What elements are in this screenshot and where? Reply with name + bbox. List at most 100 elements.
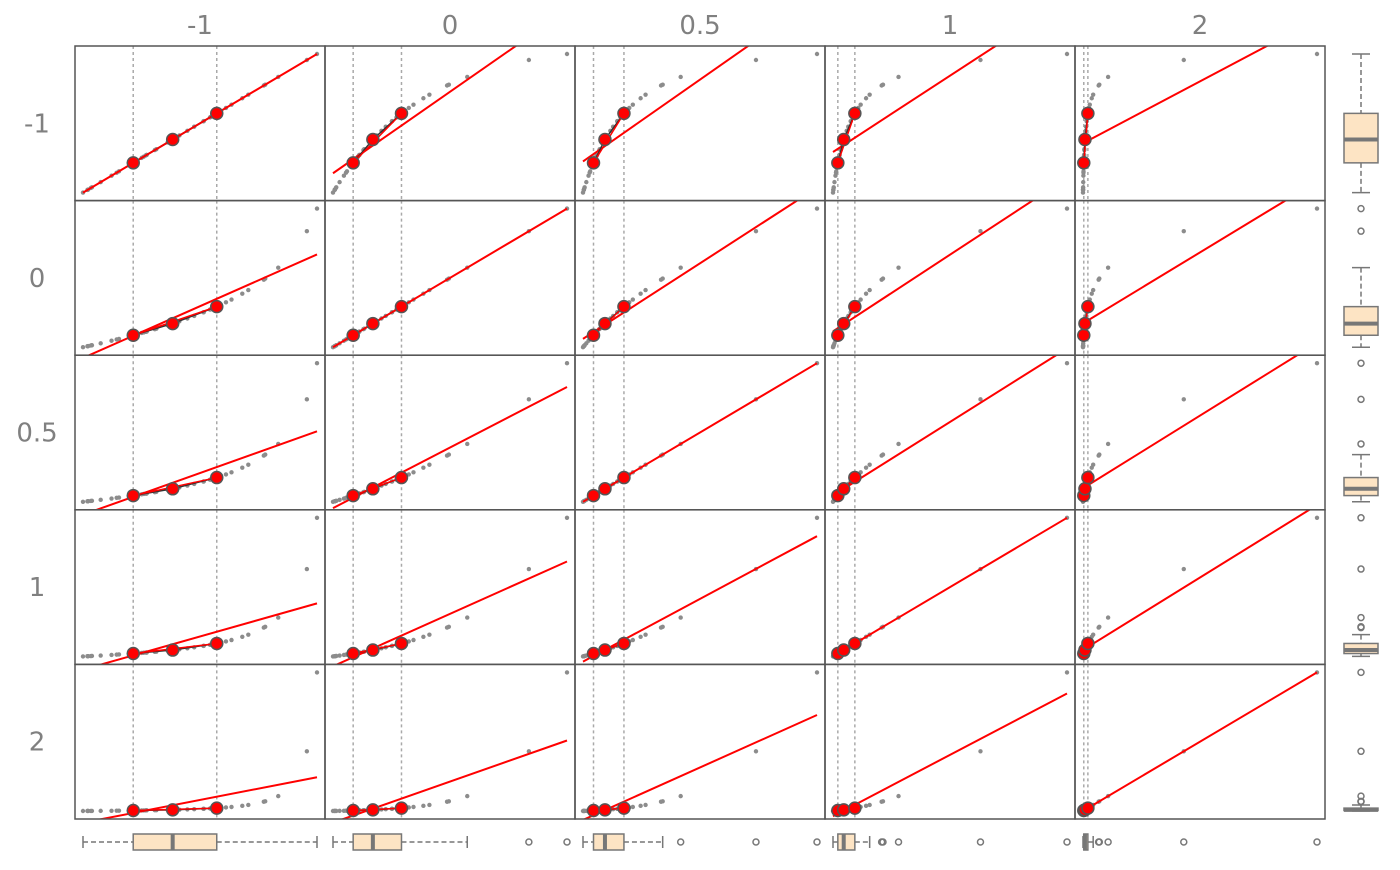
data-point bbox=[586, 173, 591, 178]
data-point bbox=[580, 654, 586, 659]
data-point bbox=[1089, 96, 1094, 101]
data-point bbox=[879, 277, 884, 282]
data-point bbox=[229, 297, 234, 302]
panel-frame bbox=[824, 354, 1076, 511]
panel-plot-area bbox=[330, 200, 570, 356]
quartile-point bbox=[1077, 328, 1091, 343]
outlier-point bbox=[1357, 227, 1365, 235]
quartile-point bbox=[1078, 316, 1092, 331]
panel-r4-c5 bbox=[1074, 509, 1326, 666]
panel-plot-area bbox=[330, 355, 570, 510]
data-point bbox=[564, 51, 570, 57]
panel-r3-c2 bbox=[324, 354, 576, 511]
data-point bbox=[831, 185, 836, 190]
data-point bbox=[406, 105, 411, 111]
data-point bbox=[896, 74, 901, 80]
quartile-point bbox=[126, 156, 140, 170]
data-point bbox=[858, 102, 863, 107]
data-point bbox=[337, 808, 342, 814]
data-point bbox=[630, 297, 636, 302]
quartile-point bbox=[209, 801, 224, 815]
data-point bbox=[1105, 441, 1111, 447]
outlier-point bbox=[1357, 204, 1365, 213]
quartile-point bbox=[394, 636, 409, 651]
data-point bbox=[421, 634, 426, 640]
row-boxplot-1 bbox=[1343, 53, 1379, 194]
quartile-point bbox=[346, 156, 360, 170]
column-label-4: 1 bbox=[942, 11, 959, 41]
quartile-point bbox=[598, 482, 612, 496]
panel-r1-c5 bbox=[1074, 45, 1326, 202]
panel-r4-c4 bbox=[824, 509, 1076, 666]
data-point bbox=[341, 496, 347, 501]
box bbox=[592, 833, 625, 851]
quartile-point bbox=[394, 299, 409, 314]
data-point bbox=[638, 291, 643, 296]
outlier-point bbox=[1357, 623, 1365, 632]
row-label-1: -1 bbox=[24, 109, 50, 139]
data-point bbox=[1064, 361, 1070, 366]
row-boxplot-2 bbox=[1343, 204, 1379, 348]
data-point bbox=[1314, 206, 1320, 211]
data-point bbox=[344, 169, 350, 174]
quartile-point bbox=[126, 328, 140, 343]
data-point bbox=[1314, 515, 1320, 520]
data-point bbox=[421, 803, 426, 809]
data-point bbox=[240, 634, 245, 640]
data-point bbox=[276, 793, 281, 799]
data-point bbox=[753, 57, 759, 63]
panel-r2-c3 bbox=[574, 199, 826, 356]
panel-plot-area bbox=[830, 509, 1070, 665]
fit-line bbox=[96, 776, 318, 820]
data-point bbox=[814, 670, 820, 675]
fit-line bbox=[93, 430, 318, 510]
data-point bbox=[229, 637, 234, 643]
data-point bbox=[465, 615, 470, 620]
quartile-point bbox=[598, 643, 612, 657]
data-point bbox=[863, 291, 869, 296]
quartile-point bbox=[617, 470, 631, 485]
data-point bbox=[582, 185, 587, 190]
data-point bbox=[630, 637, 636, 643]
data-point bbox=[229, 804, 234, 810]
data-point bbox=[304, 228, 310, 234]
box bbox=[837, 833, 856, 851]
data-point bbox=[314, 670, 320, 675]
data-point bbox=[879, 799, 884, 804]
data-point bbox=[643, 287, 648, 293]
data-point bbox=[584, 179, 589, 185]
quartile-point bbox=[1081, 636, 1095, 651]
data-point bbox=[1081, 173, 1086, 178]
panel-r1-c4 bbox=[824, 45, 1076, 202]
data-point bbox=[330, 808, 336, 814]
data-point bbox=[638, 96, 643, 101]
quartile-point bbox=[848, 801, 862, 815]
data-point bbox=[833, 173, 838, 178]
data-point bbox=[1089, 465, 1094, 470]
data-point bbox=[444, 453, 450, 458]
panel-plot-area bbox=[580, 664, 820, 820]
data-point bbox=[89, 343, 95, 348]
data-point bbox=[341, 808, 347, 813]
data-point bbox=[1181, 397, 1186, 402]
quartile-point bbox=[366, 643, 380, 657]
data-point bbox=[276, 615, 281, 620]
data-point bbox=[830, 345, 836, 350]
panel-plot-area bbox=[830, 355, 1070, 510]
data-point bbox=[330, 654, 336, 659]
data-point bbox=[978, 57, 983, 63]
data-point bbox=[330, 190, 336, 195]
data-point bbox=[421, 96, 426, 101]
panel-r3-c4 bbox=[824, 354, 1076, 511]
outlier-point bbox=[1357, 747, 1365, 756]
data-point bbox=[223, 805, 229, 810]
outlier-point bbox=[1357, 668, 1365, 677]
data-point bbox=[427, 632, 432, 637]
fit-line bbox=[97, 602, 318, 665]
panel-frame bbox=[1074, 45, 1326, 202]
panel-plot-area bbox=[830, 46, 1070, 201]
data-point bbox=[643, 802, 648, 808]
panel-plot-area bbox=[80, 200, 320, 356]
data-point bbox=[658, 277, 664, 282]
